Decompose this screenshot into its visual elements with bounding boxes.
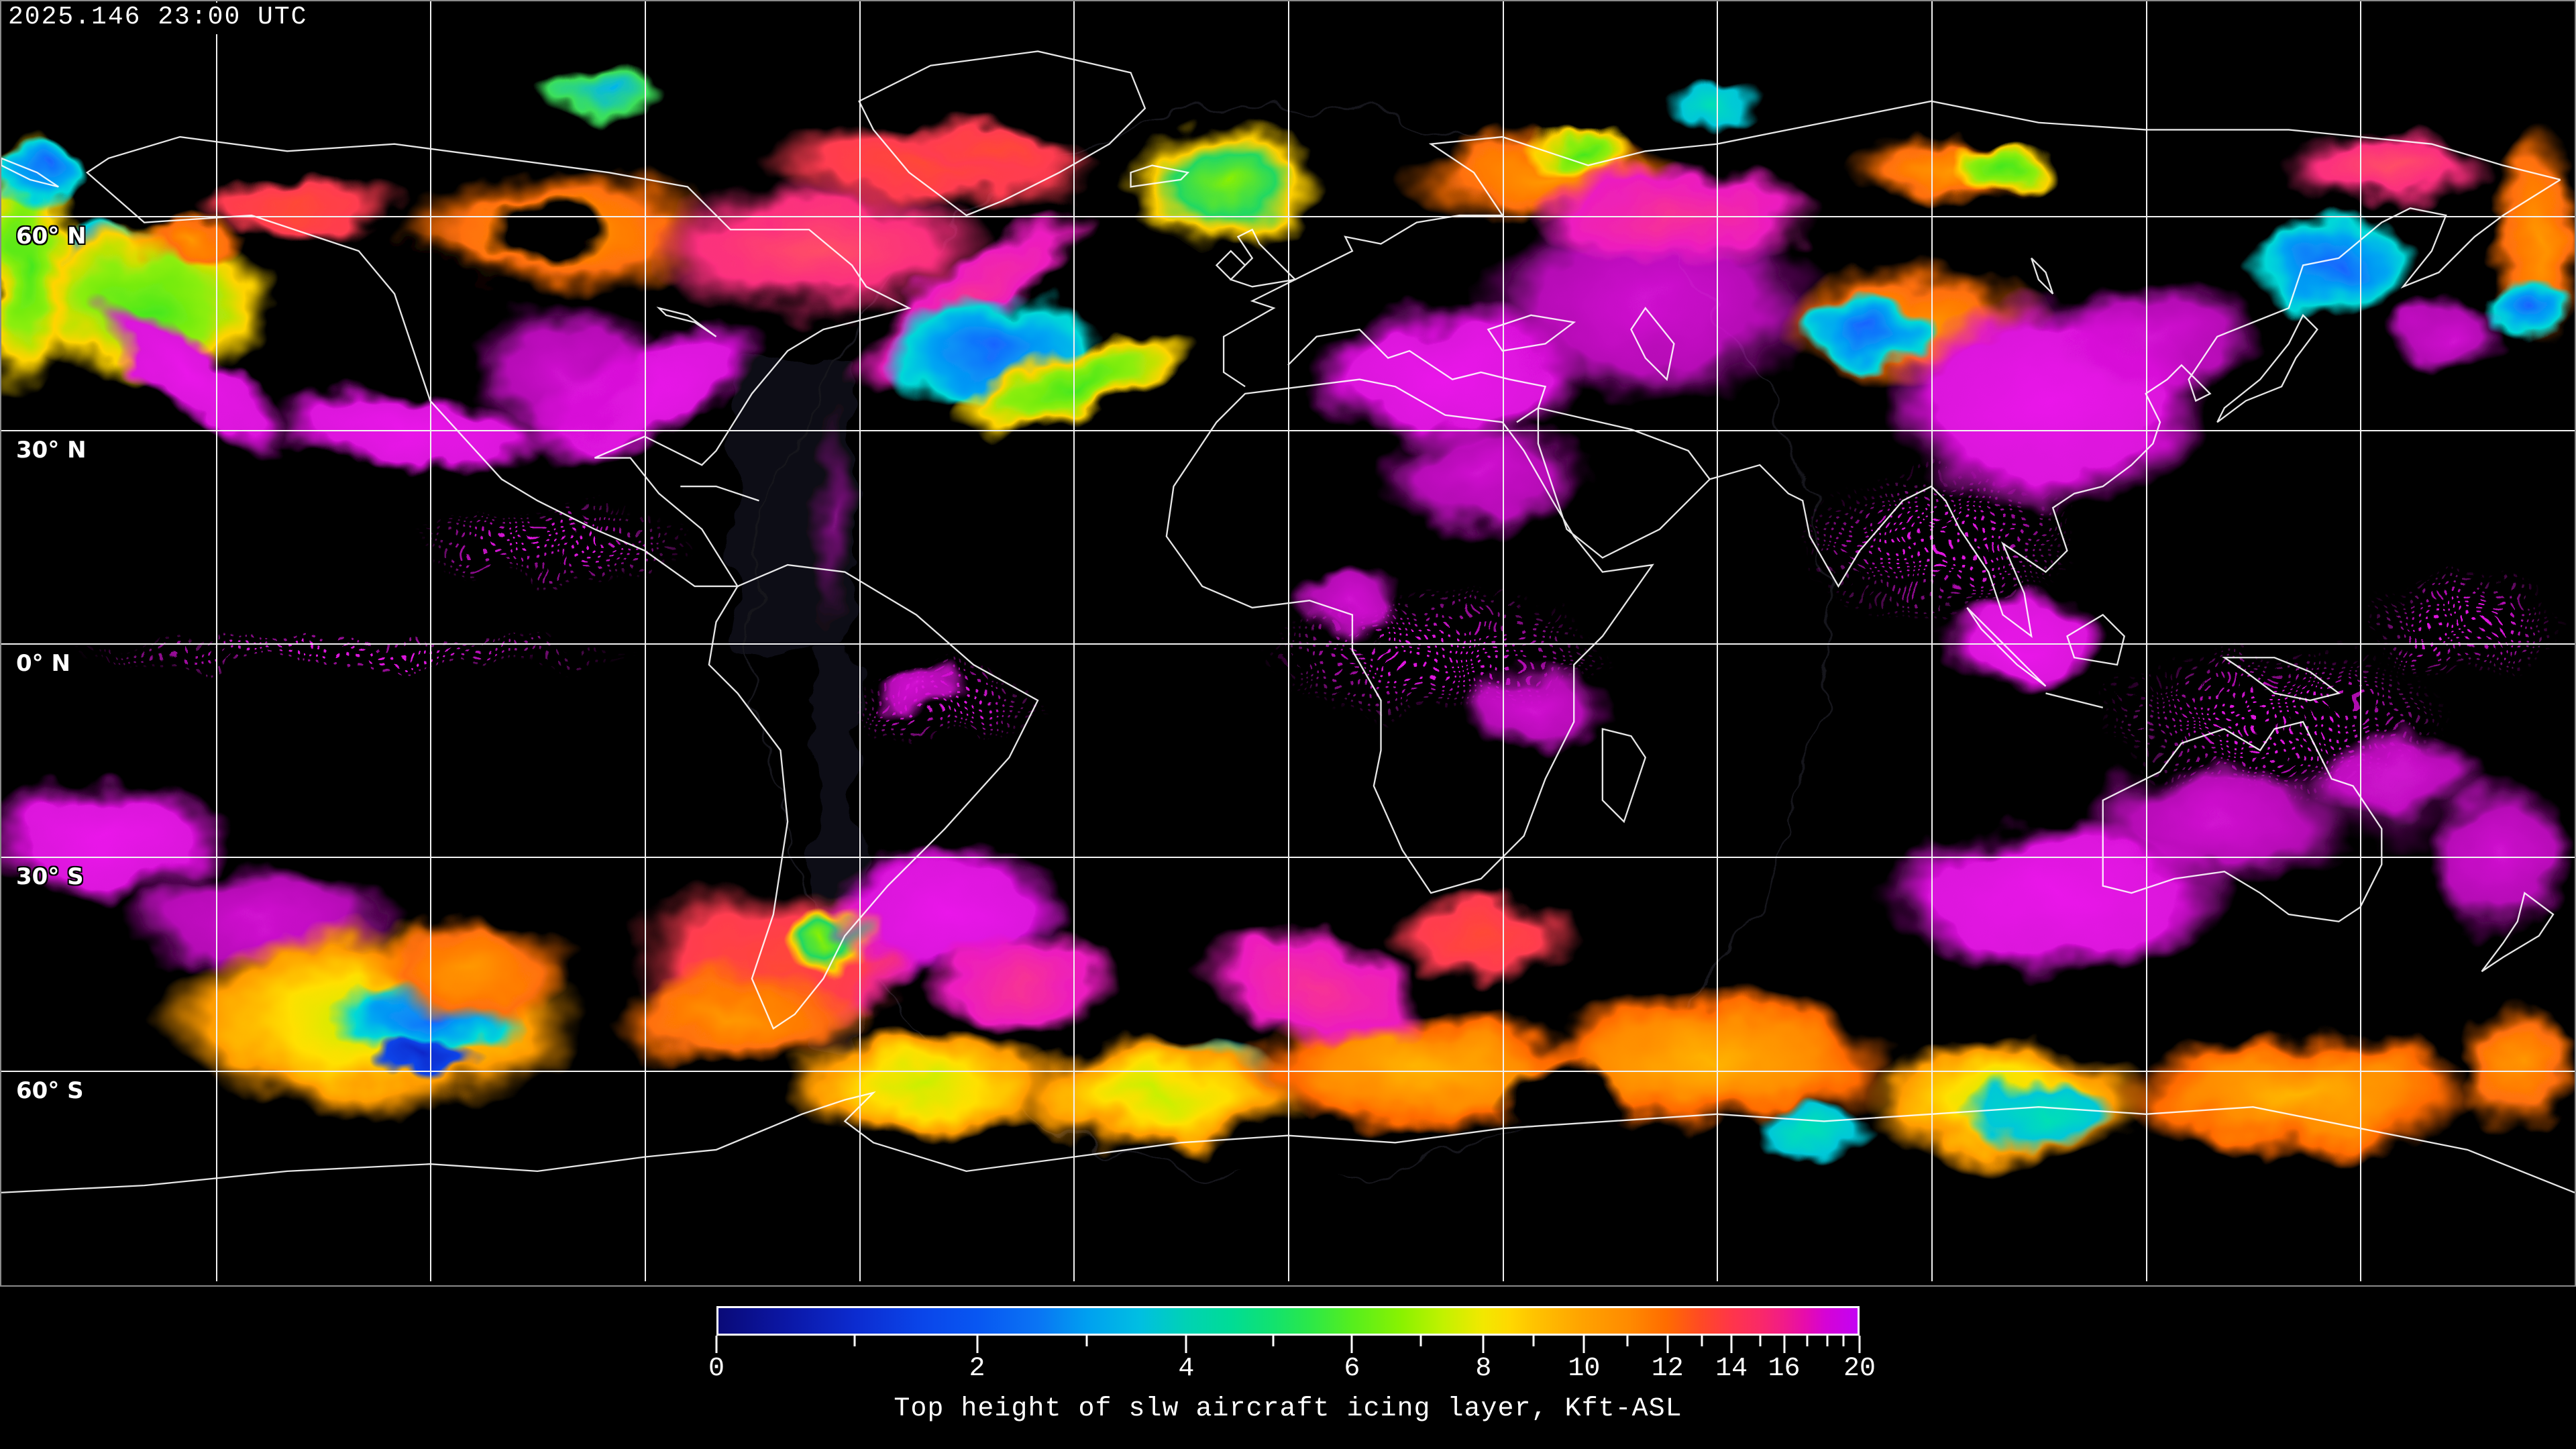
icing-data-layer	[1, 1, 2575, 1285]
cloud-blob	[1648, 72, 1777, 136]
colorbar-tick	[1806, 1336, 1809, 1346]
cloud-blob	[1483, 1050, 1638, 1153]
colorbar-tick-label: 2	[969, 1354, 985, 1384]
colorbar-tick	[1582, 1336, 1585, 1353]
longitude-gridline	[2145, 1, 2147, 1281]
longitude-gridline	[430, 1, 432, 1281]
cloud-blob	[2369, 284, 2524, 387]
colorbar-tick-label: 12	[1651, 1354, 1684, 1384]
cloud-blob	[527, 63, 675, 129]
lat-label: 60° S	[16, 1077, 84, 1105]
cloud-blob	[2447, 983, 2575, 1156]
longitude-gridline	[645, 1, 646, 1281]
colorbar-ticks	[715, 1336, 1861, 1356]
cloud-blob	[1622, 464, 1829, 567]
colorbar-tick	[853, 1336, 856, 1346]
latitude-gridline	[1, 430, 2575, 432]
colorbar-tick-label: 6	[1344, 1354, 1360, 1384]
cloud-blob	[2258, 120, 2521, 219]
cloud-blob	[464, 186, 619, 276]
colorbar-tick	[1482, 1336, 1485, 1353]
cloud-blob	[1, 632, 692, 675]
colorbar-tick	[715, 1336, 718, 1353]
cloud-blob	[1030, 205, 1237, 321]
colorbar-tick-label: 20	[1843, 1354, 1876, 1384]
cloud-blob	[347, 1038, 494, 1088]
cloud-blob	[1273, 554, 1421, 645]
lat-label: 30° N	[16, 437, 87, 464]
cloud-blob	[331, 901, 609, 1040]
lat-label: 60° N	[16, 222, 87, 250]
latitude-gridline	[1, 1071, 2575, 1073]
colorbar-tick-label: 8	[1475, 1354, 1492, 1384]
timestamp-label: 2025.146 23:00 UTC	[7, 3, 315, 34]
cloud-blob	[1737, 1098, 1884, 1165]
colorbar-tick	[1350, 1336, 1353, 1353]
colorbar-tick-labels: 0 2 4 6 8 10 12 14 16 20	[708, 1354, 1876, 1387]
cloud-blob	[1937, 133, 2070, 199]
colorbar-tick	[1826, 1336, 1829, 1346]
longitude-gridline	[2360, 1, 2362, 1281]
colorbar	[716, 1306, 1860, 1336]
lat-label: 0° N	[16, 650, 70, 677]
colorbar-tick	[1858, 1336, 1861, 1353]
colorbar-tick-label: 4	[1178, 1354, 1195, 1384]
latitude-gridline	[1, 856, 2575, 858]
colorbar-tick-label: 16	[1768, 1354, 1801, 1384]
cloud-blob	[1354, 407, 1617, 546]
world-map: 60° N 30° N 0° N 30° S 60° S 2025.146 23:00 …	[0, 0, 2576, 1287]
colorbar-tick	[1842, 1336, 1845, 1346]
longitude-gridline	[215, 1, 217, 1281]
longitude-gridline	[1717, 1, 1719, 1281]
longitude-gridline	[1073, 1, 1075, 1281]
colorbar-tick-label: 0	[708, 1354, 725, 1384]
cloud-blob	[1444, 655, 1625, 763]
cloud-blob	[379, 494, 724, 594]
colorbar-tick	[1759, 1336, 1762, 1346]
colorbar-tick	[1419, 1336, 1422, 1346]
coastline-path	[1, 50, 2575, 1193]
legend-panel: 0 2 4 6 8 10 12 14 16 20 Top height of slw aircra…	[0, 1287, 2576, 1449]
colorbar-tick	[976, 1336, 978, 1353]
colorbar-tick-label: 14	[1715, 1354, 1748, 1384]
longitude-gridline	[1502, 1, 1504, 1281]
colorbar-tick	[1666, 1336, 1669, 1353]
longitude-gridline	[1931, 1, 1933, 1281]
cloud-blob	[1357, 885, 1605, 992]
colorbar-tick	[1272, 1336, 1275, 1346]
colorbar-tick	[1532, 1336, 1535, 1346]
cloud-blob	[2340, 554, 2575, 694]
colorbar-caption: Top height of slw aircraft icing layer, …	[894, 1394, 1682, 1424]
coastline-layer	[1, 50, 2575, 1193]
colorbar-tick	[1701, 1336, 1703, 1346]
latitude-gridline	[1, 643, 2575, 645]
colorbar-tick-label: 10	[1568, 1354, 1601, 1384]
cloud-blob	[111, 207, 258, 273]
colorbar-tick	[1185, 1336, 1187, 1353]
colorbar-tick	[1626, 1336, 1629, 1346]
longitude-gridline	[859, 1, 861, 1281]
colorbar-tick	[1730, 1336, 1733, 1353]
latitude-gridline	[1, 215, 2575, 217]
lat-label: 30° S	[16, 863, 84, 890]
longitude-gridline	[1288, 1, 1289, 1281]
colorbar-tick	[1783, 1336, 1786, 1353]
cloud-blob	[801, 378, 859, 657]
cloud-blob	[862, 657, 978, 722]
colorbar-tick	[1085, 1336, 1088, 1346]
